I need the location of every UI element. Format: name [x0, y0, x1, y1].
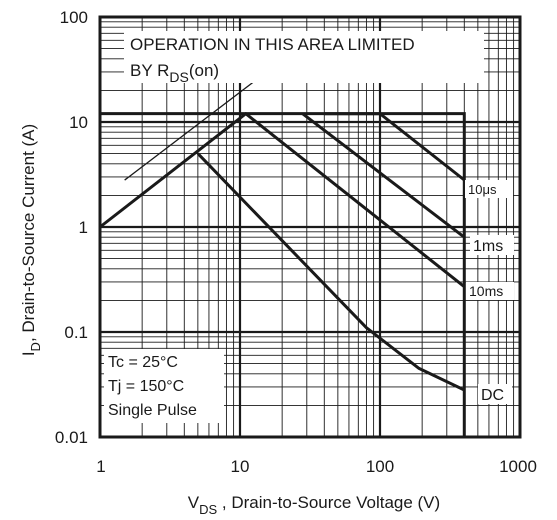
grid-lines — [100, 17, 520, 437]
x-tick-label: 1000 — [499, 457, 537, 476]
series-line-3 — [196, 152, 465, 392]
y-tick-label: 10 — [69, 113, 88, 132]
label-backdrop — [478, 384, 512, 404]
condition-tj: Tj = 150°C — [108, 378, 184, 395]
annotation-backdrop — [124, 31, 484, 83]
series-line-1 — [301, 112, 466, 239]
condition-pulse: Single Pulse — [108, 402, 197, 419]
conditions-backdrop — [104, 349, 224, 423]
curve-label-dc: DC — [481, 387, 504, 404]
y-tick-label: 1 — [79, 218, 88, 237]
rds-on-annotation: OPERATION IN THIS AREA LIMITED BY RDS(on… — [124, 31, 484, 85]
x-tick-label: 1 — [96, 457, 105, 476]
rds-on-limit-line — [124, 74, 263, 181]
curve-label-10us: 10μs — [468, 182, 497, 197]
series-line-2 — [99, 112, 466, 288]
curve-label-10ms: 10ms — [469, 283, 503, 299]
curves — [99, 74, 466, 437]
label-backdrop — [470, 235, 514, 255]
x-axis-title: VDS , Drain-to-Source Voltage (V) — [188, 493, 440, 517]
label-backdrop — [465, 180, 513, 198]
y-axis-title: ID, Drain-to-Source Current (A) — [19, 124, 43, 356]
y-tick-label: 0.01 — [55, 428, 88, 447]
x-tick-labels: 1 10 100 1000 — [96, 457, 537, 476]
label-backdrop — [466, 282, 514, 300]
annotation-line-1: OPERATION IN THIS AREA LIMITED — [130, 35, 415, 54]
y-tick-label: 0.1 — [64, 323, 88, 342]
x-tick-label: 100 — [366, 457, 394, 476]
limit-boundary — [100, 112, 466, 437]
curve-labels: 10μs 1ms 10ms DC — [465, 180, 514, 404]
x-tick-label: 10 — [231, 457, 250, 476]
y-tick-labels: 100 10 1 0.1 0.01 — [55, 8, 88, 447]
condition-tc: Tc = 25°C — [108, 354, 178, 371]
annotation-line-2: BY RDS(on) — [130, 61, 219, 85]
conditions-annotation: Tc = 25°C Tj = 150°C Single Pulse — [104, 349, 224, 423]
curve-label-1ms: 1ms — [473, 238, 503, 255]
y-tick-label: 100 — [60, 8, 88, 27]
series-line-0 — [324, 112, 466, 182]
